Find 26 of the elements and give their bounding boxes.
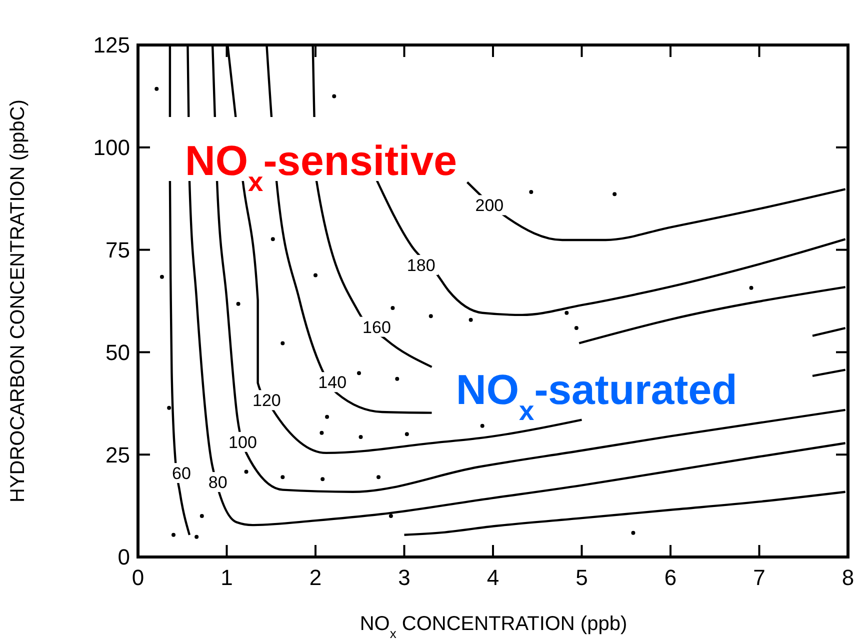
y-tick-label: 25 — [106, 442, 130, 468]
annotation: 200 — [475, 196, 504, 216]
annotation: NO$_{x}$-saturated — [456, 366, 738, 426]
x-tick-label: 8 — [842, 565, 854, 590]
x-tick-label: 3 — [398, 565, 410, 590]
annotation: 160 — [362, 318, 391, 337]
annotation: NO$_{x}$-sensitive — [185, 137, 457, 196]
annotation: 120 — [252, 391, 281, 410]
x-tick-label: 5 — [576, 565, 588, 590]
x-tick-label: 6 — [664, 565, 677, 590]
annotation: 100 — [228, 432, 257, 452]
x-tick-label: 2 — [309, 565, 322, 590]
y-tick-label: 50 — [106, 340, 130, 365]
x-tick-label: 1 — [220, 565, 233, 590]
x-tick-label: 7 — [753, 565, 766, 590]
y-tick-label: 100 — [93, 135, 130, 160]
annotation: 60 — [172, 464, 191, 483]
y-axis-title: HYDROCARBON CONCENTRATION (ppbC) — [7, 100, 29, 502]
annotation: 80 — [208, 472, 228, 492]
x-axis-title: NO$_{x}$ CONCENTRATION (ppb) — [360, 613, 628, 640]
y-tick-label: 75 — [106, 238, 130, 262]
y-tick-label: 125 — [93, 32, 130, 58]
annotation: 180 — [406, 256, 436, 275]
annotation: 140 — [318, 373, 347, 392]
x-tick-label: 4 — [486, 565, 500, 590]
y-tick-label: 0 — [118, 544, 130, 570]
